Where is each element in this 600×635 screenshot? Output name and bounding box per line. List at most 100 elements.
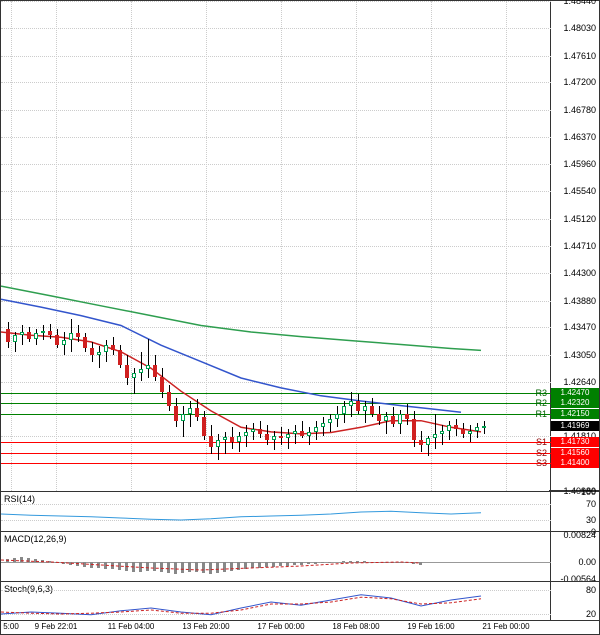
pivot-value: 1.41730 [551, 437, 599, 447]
candle [370, 406, 374, 415]
candle [90, 348, 94, 355]
candle [377, 414, 381, 421]
candle [139, 369, 143, 372]
candle [419, 440, 423, 445]
price-tick: 1.45960 [563, 159, 596, 169]
price-chart[interactable]: R3R2R1S1S2S3 [1, 1, 551, 491]
candle [293, 431, 297, 434]
macd-axis: -0.005640.000.00824 [549, 531, 599, 581]
candle [405, 414, 409, 419]
pivot-value: 1.41560 [551, 448, 599, 458]
price-tick: 1.46780 [563, 105, 596, 115]
price-tick: 1.43880 [563, 296, 596, 306]
candle [286, 434, 290, 439]
time-tick: 13 Feb 20:00 [182, 622, 229, 631]
candle [356, 401, 360, 411]
price-tick: 1.42640 [563, 377, 596, 387]
rsi-axis: 03070100 [549, 491, 599, 531]
stoch-panel[interactable]: Stoch(9,6,3) [1, 581, 551, 621]
candle [167, 392, 171, 405]
candle [13, 335, 17, 342]
candle [83, 337, 87, 348]
candle [34, 333, 38, 338]
pivot-value: 1.42320 [551, 398, 599, 408]
candle [97, 352, 101, 355]
pivot-value: 1.42150 [551, 409, 599, 419]
candle [314, 427, 318, 432]
candle [454, 425, 458, 429]
time-tick: 5:00 [3, 622, 19, 631]
candle [328, 419, 332, 423]
price-tick: 1.48030 [563, 23, 596, 33]
candle [482, 426, 486, 428]
time-tick: 11 Feb 04:00 [108, 622, 155, 631]
candle [363, 406, 367, 411]
candle [125, 365, 129, 378]
price-tick: 1.45540 [563, 186, 596, 196]
rsi-tick: 30 [586, 515, 596, 525]
time-tick: 9 Feb 22:01 [35, 622, 78, 631]
price-tick: 1.47610 [563, 51, 596, 61]
price-tick: 1.45120 [563, 214, 596, 224]
candle [55, 335, 59, 345]
stoch-tick: 20 [586, 609, 596, 619]
candle [426, 438, 430, 445]
candle [223, 437, 227, 440]
price-tick: 1.44300 [563, 268, 596, 278]
candle [118, 350, 122, 364]
macd-tick: 0.00824 [563, 530, 596, 540]
rsi-tick: 70 [586, 499, 596, 509]
price-axis: 1.409801.414001.418101.426401.430501.434… [549, 1, 599, 491]
candle [188, 408, 192, 415]
time-tick: 18 Feb 08:00 [332, 622, 379, 631]
price-tick: 1.43050 [563, 350, 596, 360]
candle [321, 423, 325, 428]
candle [349, 401, 353, 406]
candle [160, 377, 164, 393]
candle [62, 340, 66, 345]
price-tick: 1.43470 [563, 322, 596, 332]
time-tick: 17 Feb 00:00 [257, 622, 304, 631]
candle [265, 434, 269, 441]
rsi-panel[interactable]: RSI(14) [1, 491, 551, 531]
candle [342, 406, 346, 415]
pivot-value: 1.41400 [551, 458, 599, 468]
candle [461, 429, 465, 434]
candle [335, 414, 339, 419]
candle [20, 332, 24, 335]
candle [251, 429, 255, 432]
candle [258, 429, 262, 434]
price-tick: 1.47200 [563, 77, 596, 87]
candle [398, 414, 402, 424]
candle [412, 419, 416, 441]
candle [202, 417, 206, 435]
candle [132, 373, 136, 378]
candle [272, 436, 276, 441]
candle [475, 427, 479, 430]
candle [76, 333, 80, 337]
stoch-axis: 2080 [549, 581, 599, 621]
candle [146, 365, 150, 370]
candle [391, 416, 395, 424]
candle [230, 437, 234, 442]
candle [27, 332, 31, 339]
candle [209, 436, 213, 447]
rsi-tick: 100 [581, 487, 596, 497]
time-axis: 5:00 9 Feb 22:01 11 Feb 04:00 13 Feb 20:00 1… [1, 620, 600, 634]
time-tick: 21 Feb 00:00 [482, 622, 529, 631]
candle [384, 416, 388, 421]
price-tick: 1.48440 [563, 0, 596, 6]
candle [111, 345, 115, 350]
candle [195, 408, 199, 418]
macd-tick: 0.00 [578, 557, 596, 567]
candle [48, 331, 52, 336]
candle [468, 431, 472, 434]
candle [153, 365, 157, 377]
macd-panel[interactable]: MACD(12,26,9) [1, 531, 551, 581]
candle [6, 329, 10, 342]
candle [174, 406, 178, 421]
current-price-badge: 1.41969 [551, 421, 599, 431]
candle [244, 432, 248, 436]
candle [433, 434, 437, 439]
candle [104, 345, 108, 352]
